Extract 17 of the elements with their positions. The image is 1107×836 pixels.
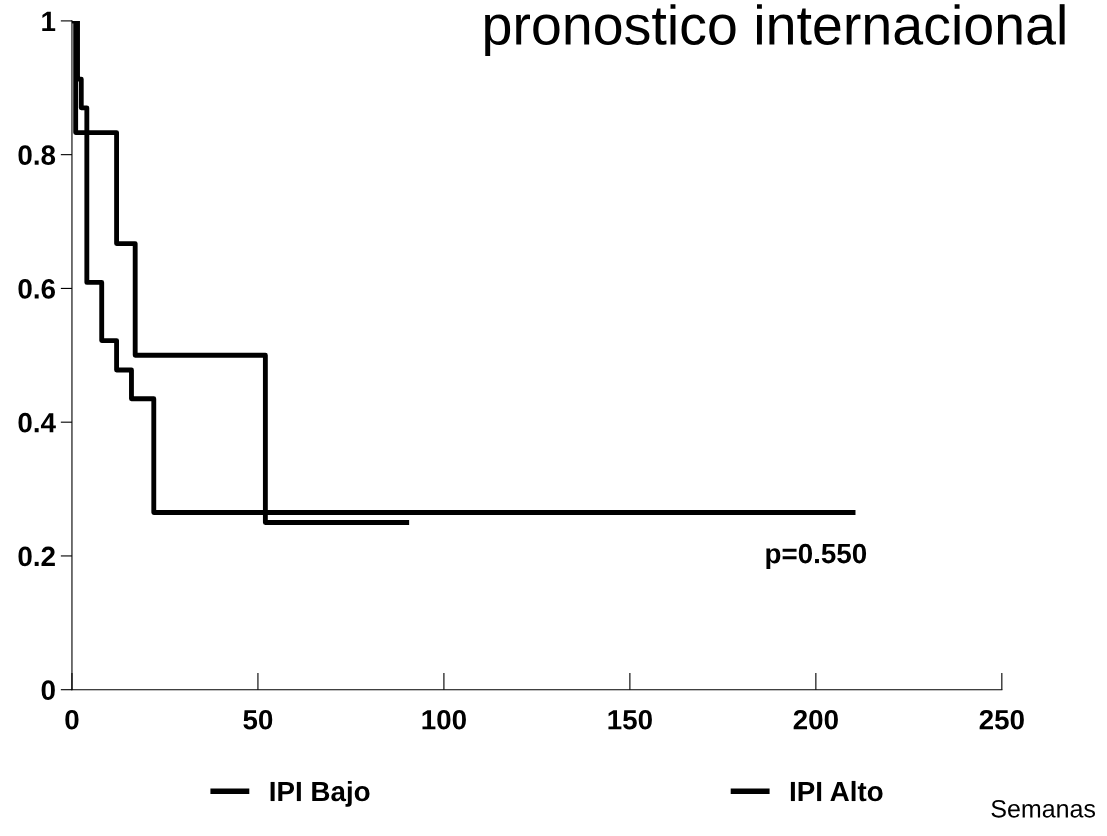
x-tick-label: 100 bbox=[422, 709, 466, 730]
y-tick-label: 0.4 bbox=[18, 412, 56, 433]
chart-title: pronostico internacional bbox=[485, 4, 1065, 56]
legend-label: IPI Alto bbox=[790, 780, 883, 802]
x-tick-label: 150 bbox=[608, 709, 652, 730]
y-tick-label: 0.2 bbox=[18, 546, 55, 567]
x-tick-label: 250 bbox=[979, 709, 1024, 730]
x-tick-label: 0 bbox=[65, 709, 79, 730]
legend-label: IPI Bajo bbox=[270, 780, 370, 807]
x-tick-label: 200 bbox=[793, 709, 838, 730]
y-tick-label: 0.6 bbox=[18, 279, 55, 299]
y-tick-label: 0.8 bbox=[18, 145, 56, 165]
x-tick-label: 50 bbox=[243, 709, 273, 730]
y-tick-label: 1 bbox=[42, 11, 56, 31]
x-axis-title: Semanas bbox=[991, 799, 1096, 818]
y-tick-label: 0 bbox=[41, 680, 55, 701]
annotation: p=0.550 bbox=[766, 543, 867, 569]
